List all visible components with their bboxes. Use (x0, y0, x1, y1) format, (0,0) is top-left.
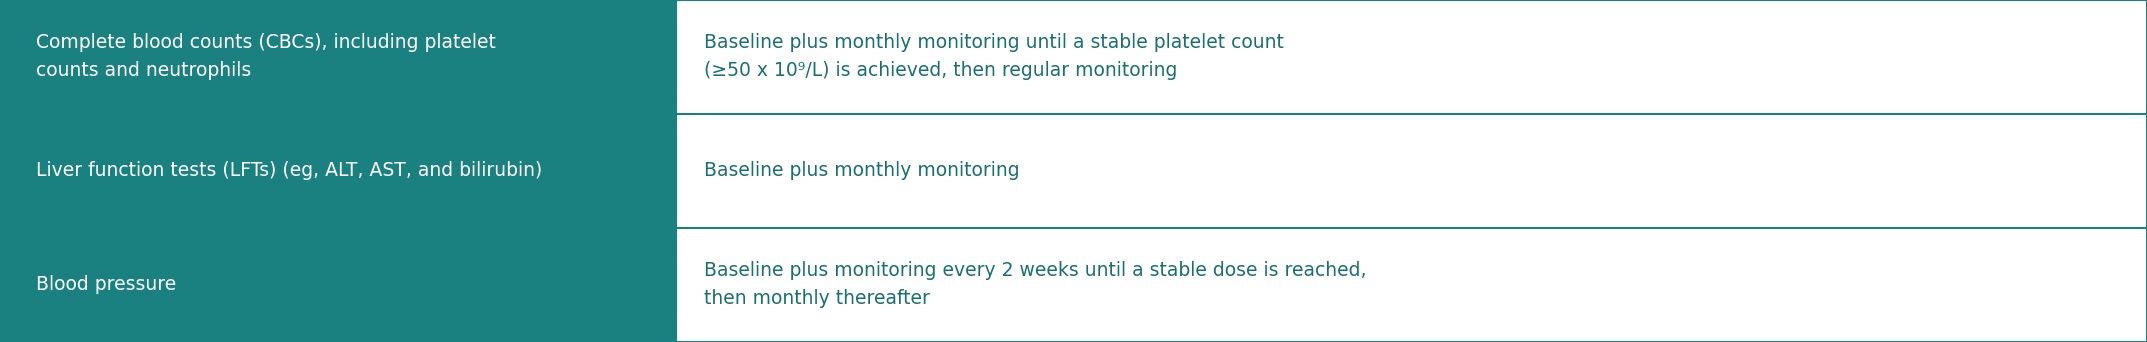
Bar (676, 0, 2147, 114)
Text: Complete blood counts (CBCs), including platelet
counts and neutrophils: Complete blood counts (CBCs), including … (36, 34, 496, 80)
Text: Baseline plus monthly monitoring until a stable platelet count
(≥50 x 10⁹/L) is : Baseline plus monthly monitoring until a… (704, 34, 1284, 80)
Bar (676, 114, 2147, 228)
Bar (0, 0, 676, 114)
Bar (676, 228, 2147, 342)
Bar (0, 228, 676, 342)
Text: Liver function tests (LFTs) (eg, ALT, AST, and bilirubin): Liver function tests (LFTs) (eg, ALT, AS… (36, 161, 543, 181)
Text: Baseline plus monthly monitoring: Baseline plus monthly monitoring (704, 161, 1020, 181)
Bar (0, 114, 676, 228)
Text: Baseline plus monitoring every 2 weeks until a stable dose is reached,
then mont: Baseline plus monitoring every 2 weeks u… (704, 262, 1368, 308)
Text: Blood pressure: Blood pressure (36, 276, 176, 294)
